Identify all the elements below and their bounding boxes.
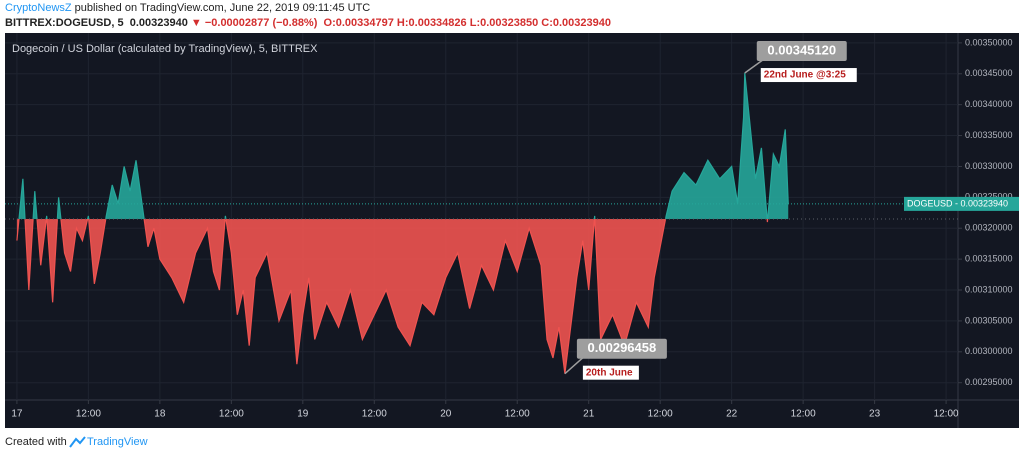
y-tick-label: 0.00335000 (965, 130, 1013, 140)
line-above (18, 72, 789, 219)
high: H:0.00334826 (396, 17, 467, 29)
annotation-box (756, 41, 847, 62)
y-tick-label: 0.00315000 (965, 254, 1013, 264)
price: 0.00323940 (129, 17, 188, 29)
annotation-label: 0.00345120 (767, 42, 836, 57)
x-tick-label: 12:00 (934, 409, 959, 420)
x-tick-label: 22 (726, 409, 738, 420)
logo (69, 436, 86, 448)
low: L:0.00323850 (469, 17, 539, 29)
chart-title: Dogecoin / US Dollar (calculated by Trad… (12, 43, 318, 55)
y-tick-label: 0.00295000 (965, 377, 1013, 387)
x-tick-label: 23 (869, 409, 881, 420)
y-tick-label: 0.00350000 (965, 37, 1013, 47)
x-tick-label: 12:00 (76, 409, 101, 420)
annotation-note-box (582, 365, 639, 380)
x-tick-label: 12:00 (648, 409, 673, 420)
header-line-2: BITTREX:DOGEUSD, 5 0.00323940 ▼ −0.00002… (5, 17, 611, 29)
header-line-1: CryptoNewsZ published on TradingView.com… (5, 2, 370, 14)
y-tick-label: 0.00345000 (965, 68, 1013, 78)
annotation-box (576, 338, 667, 359)
x-tick-label: 12:00 (791, 409, 816, 420)
annotation-label: 0.00296458 (588, 340, 657, 355)
line-below (16, 218, 769, 374)
change: −0.00002877 (−0.88%) (204, 17, 318, 29)
footer-brand[interactable]: TradingView (87, 436, 148, 448)
y-tick-label: 0.00300000 (965, 346, 1013, 356)
author[interactable]: CryptoNewsZ (5, 2, 72, 14)
annotation-note: 22nd June @3:25 (764, 70, 846, 81)
last-price-label: DOGEUSD - 0.00323940 (907, 198, 1008, 208)
annotation-note-box (760, 68, 857, 83)
x-tick-label: 20 (440, 409, 452, 420)
y-tick-label: 0.00330000 (965, 161, 1013, 171)
x-tick-label: 21 (583, 409, 595, 420)
close: C:0.00323940 (541, 17, 612, 29)
y-tick-label: 0.00305000 (965, 315, 1013, 325)
open: O:0.00334797 (323, 17, 394, 29)
footer: Created with TradingView (5, 436, 148, 448)
y-tick-label: 0.00320000 (965, 223, 1013, 233)
x-tick-label: 18 (154, 409, 166, 420)
published: published on TradingView.com, June 22, 2… (71, 2, 371, 14)
x-tick-label: 12:00 (219, 409, 244, 420)
area-above (16, 73, 789, 219)
y-tick-label: 0.00340000 (965, 99, 1013, 109)
x-tick-label: 19 (297, 409, 309, 420)
x-tick-label: 12:00 (505, 409, 530, 420)
annotation-pointer (744, 59, 764, 74)
footer-text: Created with (5, 436, 67, 448)
x-tick-label: 17 (11, 409, 23, 420)
y-tick-label: 0.00325000 (965, 192, 1013, 202)
symbol: BITTREX:DOGEUSD, 5 (5, 17, 124, 29)
arrow: ▼ (190, 17, 202, 29)
annotation-pointer (564, 357, 584, 375)
annotation-note: 20th June (586, 367, 633, 378)
y-tick-label: 0.00310000 (965, 284, 1013, 294)
x-tick-label: 12:00 (362, 409, 387, 420)
last-price-box (904, 196, 1019, 211)
